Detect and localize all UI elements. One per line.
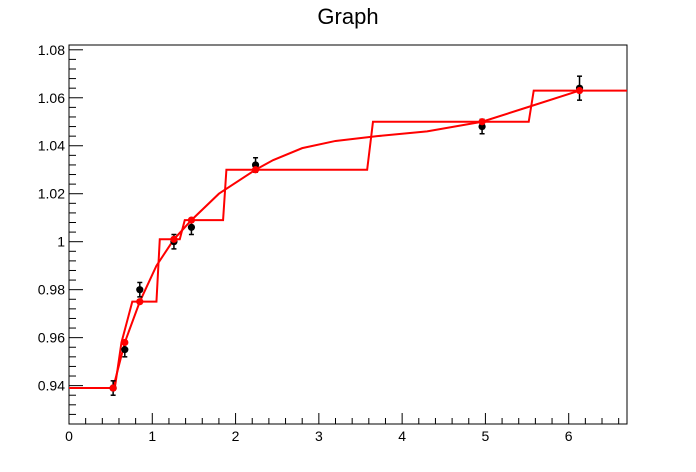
fit-point [170, 235, 178, 243]
fit-point [478, 118, 486, 126]
smooth-fit-line [112, 89, 580, 389]
data-point [121, 346, 129, 354]
data-point [136, 286, 144, 294]
x-tick-label: 5 [482, 428, 490, 444]
fit-point [251, 166, 260, 174]
x-tick-label: 3 [315, 428, 323, 444]
plot-frame [68, 44, 628, 425]
fit-point [121, 338, 129, 347]
y-tick-label: 1 [57, 234, 65, 250]
chart-title: Graph [317, 4, 378, 29]
x-tick-label: 2 [232, 428, 240, 444]
y-tick-label: 1.02 [38, 186, 65, 202]
y-tick-label: 0.94 [38, 378, 65, 394]
x-tick-label: 6 [565, 428, 573, 444]
y-tick-label: 0.96 [38, 330, 65, 346]
y-tick-label: 1.08 [38, 42, 65, 58]
y-tick-label: 1.06 [38, 90, 65, 106]
x-tick-label: 1 [148, 428, 156, 444]
data-point [187, 223, 196, 231]
fit-point [136, 298, 144, 306]
fit-point [187, 216, 196, 224]
x-tick-label: 4 [398, 428, 406, 444]
plot-area: 0 1 2 3 4 5 6 0.94 0.96 0.98 1 1.02 1.04 1.06 1.08 [38, 42, 628, 444]
step-fit-line [69, 89, 627, 390]
fit-point [575, 86, 584, 95]
y-tick-label: 1.04 [38, 138, 65, 154]
fit-point [109, 384, 117, 392]
y-tick-label: 0.98 [38, 282, 65, 298]
x-tick-label: 0 [65, 428, 73, 444]
